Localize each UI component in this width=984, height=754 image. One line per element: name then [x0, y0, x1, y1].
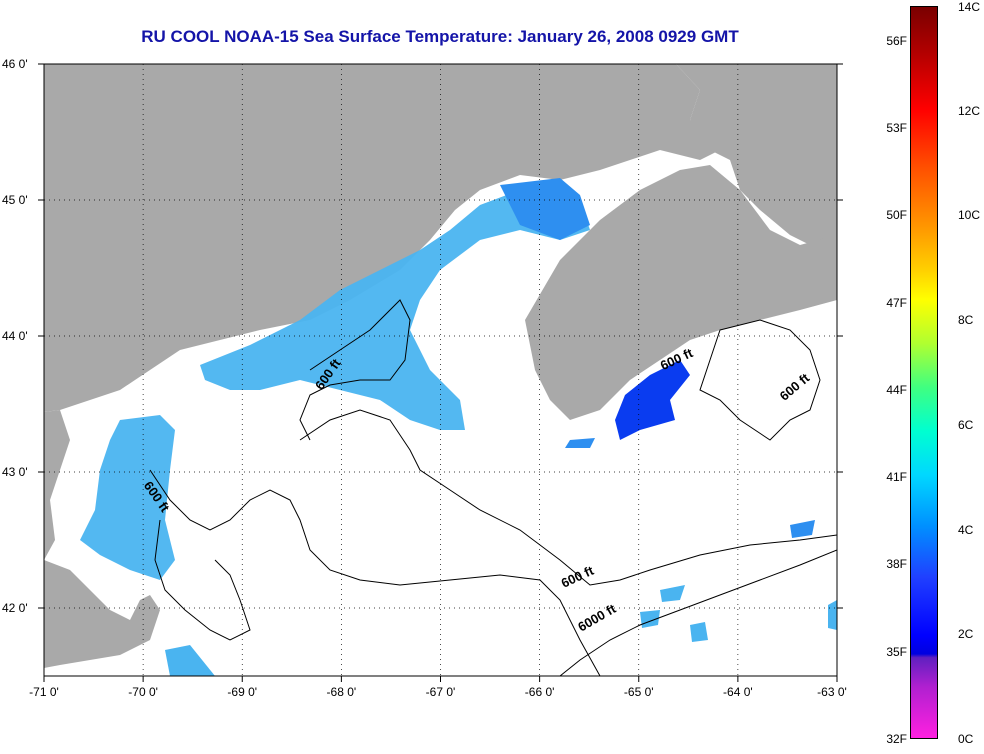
y-tick-label: 43 0': [2, 465, 28, 479]
sst-patch-scotian-shelf: [615, 360, 690, 440]
contour-600ft-west: [149, 469, 601, 676]
colorbar-label-celsius: 2C: [958, 627, 974, 642]
x-tick-label: -65 0': [624, 685, 654, 699]
contour-600ft-east: [699, 319, 821, 441]
colorbar-label-fahrenheit: 56F: [886, 33, 907, 48]
sst-patch-south-cape: [165, 645, 215, 676]
y-tick-label: 45 0': [2, 193, 28, 207]
colorbar-label-celsius: 8C: [958, 313, 974, 328]
sst-patch-mass-bay: [80, 415, 175, 580]
colorbar-label-fahrenheit: 44F: [886, 382, 907, 397]
colorbar-label-fahrenheit: 38F: [886, 557, 907, 572]
land-massachusetts-coast: [44, 410, 70, 560]
land-new-brunswick-east: [676, 64, 837, 245]
land-cape-cod: [44, 560, 160, 668]
colorbar-label-fahrenheit: 47F: [886, 295, 907, 310]
y-axis-ticks: 46 0' 45 0' 44 0' 43 0' 42 0': [2, 57, 843, 615]
colorbar-label-fahrenheit: 53F: [886, 121, 907, 136]
contour-georges-basin: [154, 519, 251, 641]
x-tick-label: -64 0': [723, 685, 753, 699]
colorbar-label-fahrenheit: 35F: [886, 644, 907, 659]
sst-patch-small-east: [565, 438, 595, 448]
x-tick-label: -63 0': [817, 685, 847, 699]
sst-patch-bay-of-fundy: [500, 178, 590, 240]
y-tick-label: 42 0': [2, 601, 28, 615]
colorbar-label-celsius: 10C: [958, 208, 981, 223]
colorbar-label-celsius: 14C: [958, 0, 981, 14]
contour-600ft-gulf: [299, 409, 837, 586]
colorbar-label-celsius: 6C: [958, 417, 974, 432]
colorbar-label-fahrenheit: 50F: [886, 208, 907, 223]
colorbar-label-fahrenheit: 41F: [886, 470, 907, 485]
x-tick-label: -68 0': [327, 685, 357, 699]
colorbar-label-celsius: 4C: [958, 522, 974, 537]
grid-lines: [44, 64, 837, 676]
x-tick-label: -69 0': [227, 685, 257, 699]
x-tick-label: -71 0': [29, 685, 59, 699]
map-title: RU COOL NOAA-15 Sea Surface Temperature:…: [141, 27, 739, 46]
x-tick-label: -70 0': [128, 685, 158, 699]
x-tick-label: -66 0': [525, 685, 555, 699]
colorbar-label-fahrenheit: 32F: [886, 732, 907, 746]
land-nova-scotia: [525, 165, 837, 420]
x-tick-label: -67 0': [426, 685, 456, 699]
colorbar-label-celsius: 12C: [958, 103, 981, 118]
land-maine-new-brunswick: [44, 64, 720, 412]
colorbar-label-celsius: 0C: [958, 732, 974, 746]
y-tick-label: 46 0': [2, 57, 28, 71]
contour-6000ft: [559, 549, 837, 676]
x-axis-ticks: -71 0' -70 0' -69 0' -68 0' -67 0' -66 0' -65 …: [29, 676, 847, 699]
sst-patch-georges-bank-east: [790, 520, 815, 538]
temperature-colorbar: [910, 6, 938, 739]
contour-600ft-inner: [299, 299, 411, 441]
y-tick-label: 44 0': [2, 329, 28, 343]
